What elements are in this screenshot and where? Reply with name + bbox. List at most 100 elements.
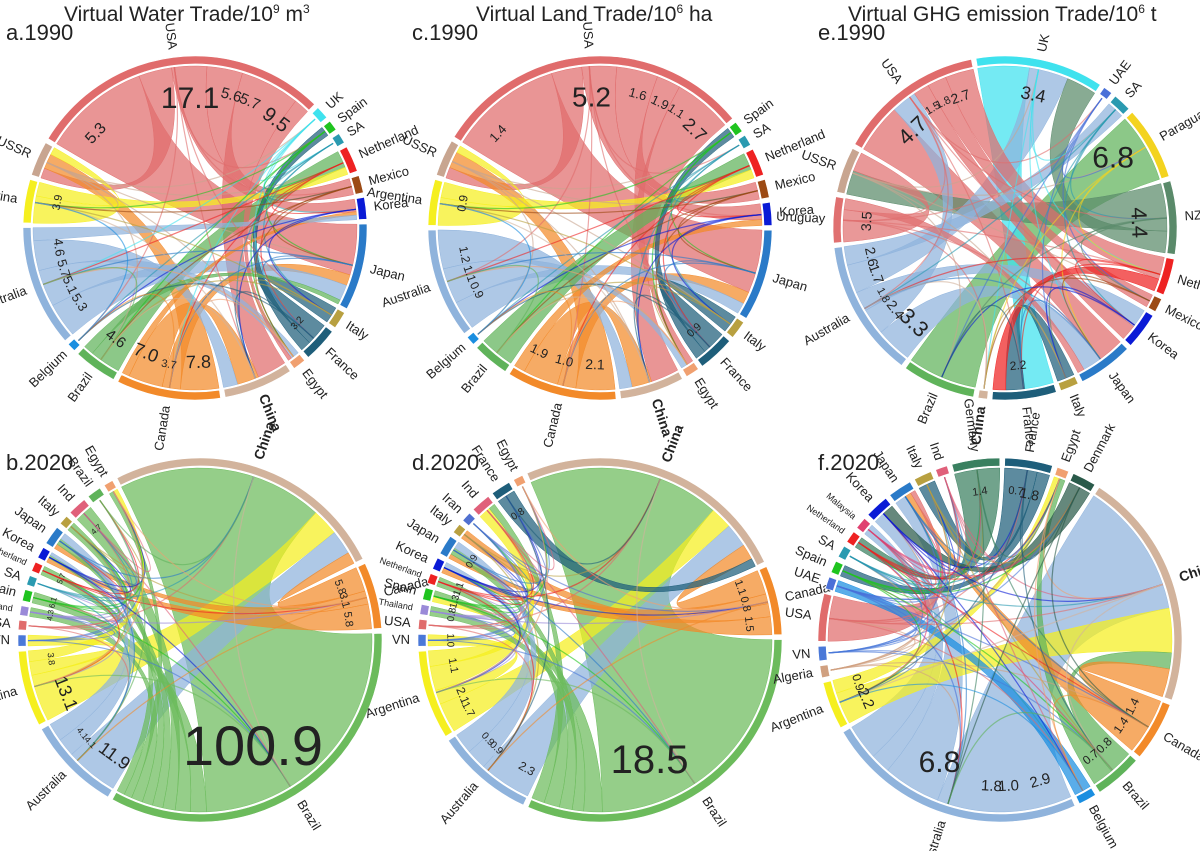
- value-label: 1.5: [742, 616, 756, 632]
- value-label: 1.8: [1018, 484, 1040, 504]
- column-title-ghg: Virtual GHG emission Trade/106 t: [848, 2, 1157, 26]
- minor-link: [34, 674, 291, 787]
- minor-link: [42, 266, 138, 361]
- value-label: 2.7: [949, 86, 973, 107]
- minor-links: [27, 476, 367, 787]
- arc-canada: [508, 366, 617, 401]
- country-label-brazil: Brazil: [294, 797, 324, 833]
- arc-egypt: [513, 474, 527, 488]
- minor-link: [48, 556, 291, 787]
- country-label-italy: Italy: [343, 318, 372, 344]
- arc-iran: [462, 512, 476, 527]
- country-label-paraguay: Paraguay: [1157, 103, 1200, 144]
- country-label-ind: Ind: [459, 477, 482, 500]
- arc-argentina: [18, 650, 47, 726]
- value-label: 0.8: [446, 607, 459, 623]
- arc-vn: [817, 645, 828, 662]
- minor-link: [439, 132, 732, 210]
- arc-egypt: [103, 480, 117, 493]
- minor-link: [271, 162, 356, 215]
- value-label: 1.4: [1122, 695, 1142, 716]
- minor-link: [34, 185, 352, 213]
- arc-china: [977, 389, 989, 400]
- minor-links: [828, 469, 1163, 805]
- arc-uk: [975, 55, 1101, 92]
- minor-link: [48, 525, 131, 593]
- value-label: 0.9: [454, 194, 471, 213]
- value-label: 1.2: [456, 245, 473, 264]
- country-label-japan: Japan: [1106, 368, 1139, 405]
- minor-link: [443, 533, 528, 598]
- arc-usa: [817, 593, 833, 642]
- minor-link: [662, 165, 750, 348]
- minor-link: [562, 66, 593, 386]
- arc-australia: [22, 227, 72, 342]
- minor-link: [438, 509, 535, 601]
- arc-china: [1094, 486, 1183, 701]
- country-label-canada: Canada: [151, 404, 173, 452]
- minor-link: [947, 469, 985, 805]
- panel-label: f.2020: [818, 450, 879, 475]
- minor-link: [234, 291, 315, 379]
- country-label-china: China: [250, 419, 277, 461]
- arc-mexico: [350, 175, 364, 195]
- arc-denmark: [1069, 473, 1096, 492]
- minor-link: [1052, 694, 1149, 792]
- arc-uae: [1099, 87, 1113, 100]
- arc-ussr: [836, 148, 861, 195]
- minor-link: [882, 484, 956, 571]
- arc-france: [302, 326, 333, 358]
- country-label-germany: Germany: [961, 398, 983, 453]
- value-label: 3.1: [336, 591, 352, 609]
- value-label: 1.0: [444, 633, 455, 647]
- country-label-argentina: Argentina: [768, 701, 826, 735]
- arc-spain: [21, 589, 34, 603]
- arc-sa: [331, 133, 345, 148]
- arc-uruguay: [832, 196, 845, 244]
- minor-link: [37, 512, 133, 602]
- arc-australia: [833, 246, 907, 366]
- ribbon-canada-to-japan: [905, 492, 1149, 751]
- arc-brazil: [111, 632, 383, 823]
- arc-usa: [17, 619, 28, 631]
- value-label: 1.9: [649, 92, 672, 113]
- country-label-algeria: Algeria: [772, 665, 815, 687]
- country-label-australia: Australia: [919, 818, 949, 851]
- minor-link: [864, 109, 1116, 310]
- arc-egypt: [682, 362, 699, 377]
- country-label-belgium: Belgium: [1086, 802, 1122, 850]
- minor-link: [433, 595, 696, 784]
- ribbon-australia-to-malaysia: [851, 524, 937, 757]
- minor-link: [842, 541, 926, 600]
- value-label: 5.1: [60, 274, 81, 297]
- arc-argentina: [822, 680, 849, 729]
- country-label-belgium: Belgium: [26, 347, 70, 390]
- arc-italy: [913, 471, 935, 487]
- arc-belgium: [466, 331, 480, 345]
- arc-thailand: [419, 604, 430, 616]
- arc-spain: [728, 121, 743, 137]
- country-label-egypt: Egypt: [299, 366, 331, 402]
- ribbon-canada-to-korea: [514, 219, 763, 372]
- minor-link: [633, 294, 711, 383]
- arc-usa: [453, 55, 734, 142]
- arc-france: [491, 481, 514, 501]
- minor-link: [83, 491, 151, 573]
- value-label: 6.1: [47, 596, 59, 610]
- value-label: 1.1: [460, 263, 479, 284]
- value-label: 1.7: [866, 262, 888, 286]
- arc-sa: [1109, 95, 1130, 115]
- country-label-usa: USA: [0, 614, 12, 631]
- value-label: 1.0: [554, 351, 575, 370]
- minor-link: [238, 208, 356, 379]
- arc-china: [116, 457, 364, 563]
- chord-panel-d: d.2020VNUSAThailandSpainNetherlandKoreaJ…: [363, 422, 831, 829]
- panel-label: b.2020: [6, 450, 73, 475]
- minor-link: [521, 486, 768, 611]
- value-label: 3.9: [51, 194, 66, 211]
- value-label: 3.7: [160, 358, 177, 373]
- minor-link: [34, 491, 144, 688]
- country-label-brazil: Brazil: [699, 794, 729, 829]
- segment-arcs: [22, 55, 368, 401]
